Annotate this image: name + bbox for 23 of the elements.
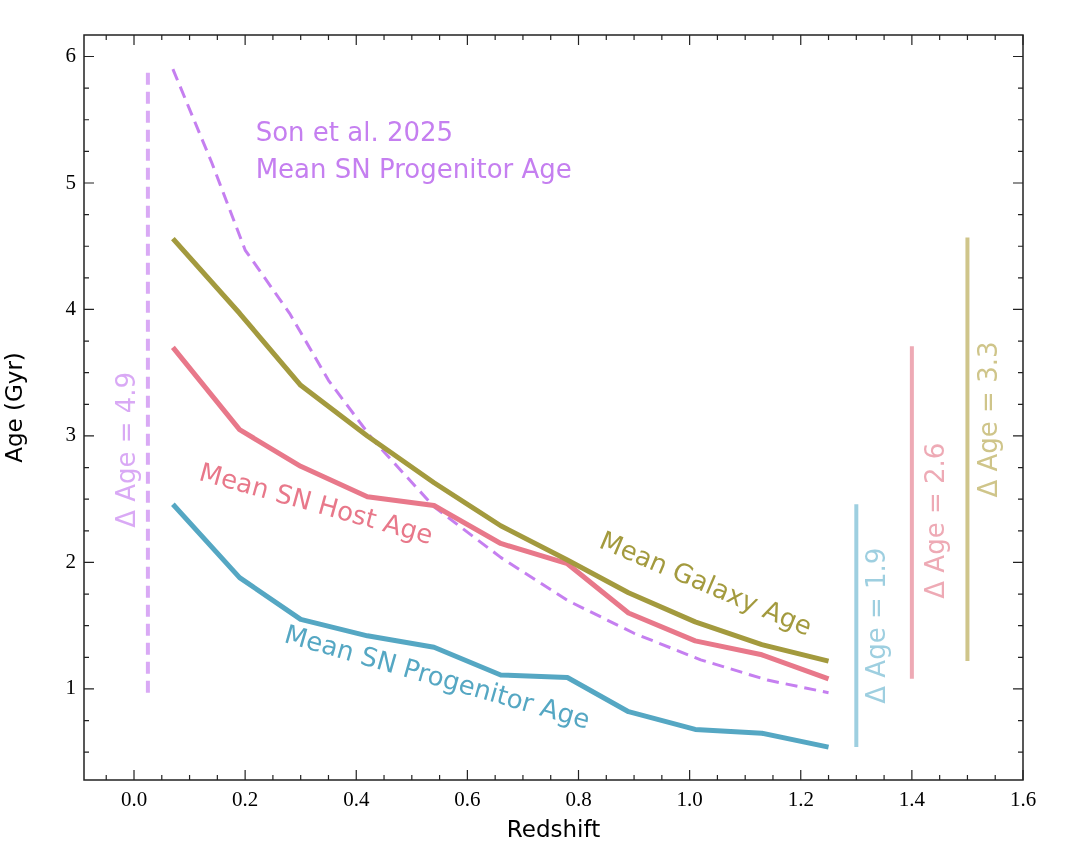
x-tick-label: 1.2 [787,787,814,812]
x-tick-label: 0.0 [120,787,148,812]
x-tick-label: 0.2 [232,787,259,812]
y-tick-label: 5 [65,169,76,194]
x-tick-label: 1.0 [676,787,703,812]
text: Δ Age = 2.6 [919,442,950,599]
y-tick-label: 6 [65,43,76,68]
x-tick-label: 0.6 [454,787,481,812]
text: Δ Age = 1.9 [860,547,891,704]
y-tick-label: 4 [65,295,77,320]
y-tick-label: 2 [65,548,76,573]
text: Mean SN Host Age [196,456,437,551]
text: Δ Age = 3.3 [972,341,1003,498]
y-axis-title: Age (Gyr) [0,352,27,463]
x-tick-label: 1.4 [898,787,926,812]
y-tick-label: 3 [65,422,76,447]
text: Δ Age = 4.9 [110,371,141,528]
y-tick-label: 1 [65,675,76,700]
x-tick-label: 1.6 [1009,787,1037,812]
x-axis-title: Redshift [506,816,601,843]
x-tick-label: 0.8 [565,787,592,812]
x-tick-label: 0.4 [343,787,370,812]
series-label: Son et al. 2025 Mean SN Progenitor Age [255,116,572,184]
